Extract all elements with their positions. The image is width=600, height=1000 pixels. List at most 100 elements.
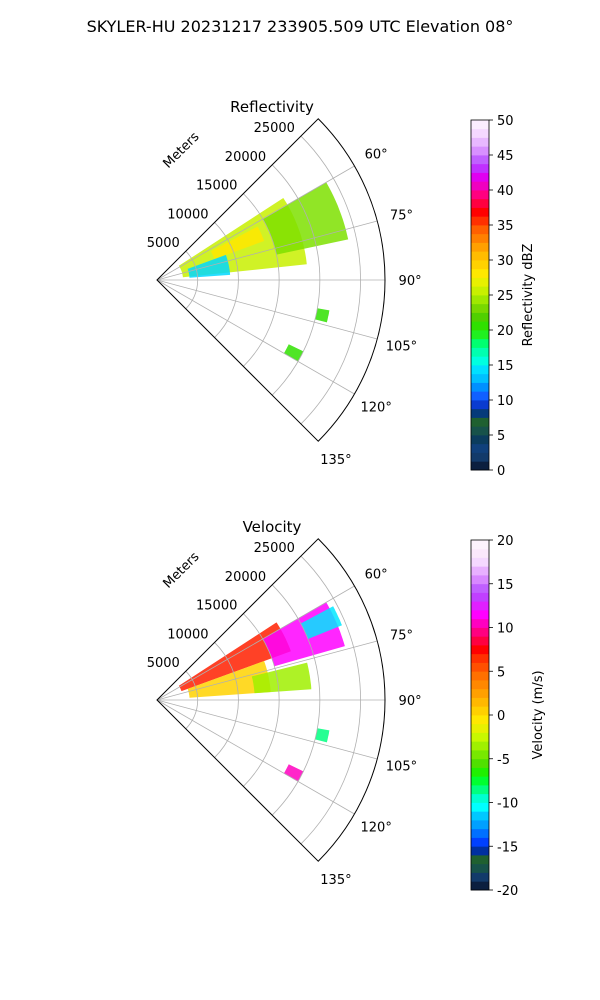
velocity-echo-area	[315, 728, 330, 743]
reflectivity-radial-unit-label: Meters	[161, 129, 203, 171]
velocity-colorbar-swatch	[471, 723, 489, 733]
reflectivity-colorbar-swatch	[471, 435, 489, 445]
reflectivity-azimuth-spoke	[156, 279, 378, 340]
reflectivity-echo-layer	[178, 182, 349, 362]
reflectivity-colorbar-swatch	[471, 382, 489, 392]
velocity-colorbar-swatch	[471, 557, 489, 567]
velocity-colorbar-swatch	[471, 828, 489, 838]
velocity-colorbar-swatch	[471, 671, 489, 681]
velocity-azimuth-tick-label: 75°	[390, 628, 413, 643]
reflectivity-colorbar-tick-label: 35	[497, 219, 514, 234]
reflectivity-colorbar-swatch	[471, 408, 489, 418]
reflectivity-colorbar: 0 5 10 15 20 25 30 35 40 45 50	[470, 114, 514, 479]
reflectivity-colorbar-swatch	[471, 207, 489, 217]
reflectivity-echo-area	[283, 344, 304, 362]
velocity-colorbar-tick-label: 5	[497, 665, 505, 680]
velocity-colorbar-swatch	[471, 627, 489, 637]
velocity-colorbar-swatch	[471, 837, 489, 847]
velocity-colorbar-swatch	[471, 601, 489, 611]
velocity-colorbar-swatch	[471, 566, 489, 576]
reflectivity-title: Reflectivity	[230, 98, 314, 116]
reflectivity-colorbar-swatch	[471, 303, 489, 313]
velocity-colorbar-swatch	[471, 732, 489, 742]
reflectivity-tick-labels: 5000 10000 15000 20000 25000 60° 75° 90° 105° 120…	[147, 121, 422, 468]
reflectivity-colorbar-swatch	[471, 172, 489, 182]
reflectivity-colorbar-swatch	[471, 312, 489, 322]
reflectivity-colorbar-swatch	[471, 443, 489, 453]
reflectivity-colorbar-tick-label: 15	[497, 359, 514, 374]
reflectivity-azimuth-tick-label: 105°	[386, 340, 417, 355]
velocity-colorbar-swatch	[471, 592, 489, 602]
reflectivity-colorbar-swatch	[471, 198, 489, 208]
reflectivity-colorbar-swatch	[471, 163, 489, 173]
velocity-radial-tick-label: 20000	[225, 570, 266, 585]
reflectivity-colorbar-swatch	[471, 268, 489, 278]
reflectivity-colorbar-swatch	[471, 181, 489, 191]
reflectivity-azimuth-spoke	[156, 165, 355, 281]
velocity-radial-tick-label: 5000	[147, 656, 180, 671]
velocity-azimuth-tick-label: 60°	[365, 567, 388, 582]
velocity-colorbar-swatch	[471, 697, 489, 707]
velocity-azimuth-spoke	[156, 585, 355, 701]
velocity-colorbar-tick-label: 15	[497, 578, 514, 593]
velocity-colorbar-swatch	[471, 750, 489, 760]
velocity-colorbar-label: Velocity (m/s)	[531, 670, 546, 759]
reflectivity-colorbar-tick-label: 50	[497, 114, 514, 129]
reflectivity-radial-tick-label: 20000	[225, 150, 266, 165]
reflectivity-colorbar-tick-label: 5	[497, 429, 505, 444]
reflectivity-colorbar-swatch	[471, 137, 489, 147]
velocity-colorbar-swatch	[471, 820, 489, 830]
velocity-echo-area	[283, 764, 304, 782]
reflectivity-radial-tick-label: 5000	[147, 236, 180, 251]
reflectivity-colorbar-swatch	[471, 452, 489, 462]
velocity-colorbar-swatch	[471, 802, 489, 812]
velocity-polar-grid	[156, 538, 386, 862]
reflectivity-colorbar-tick-label: 10	[497, 394, 514, 409]
reflectivity-colorbar-tick-label: 45	[497, 149, 514, 164]
velocity-colorbar-tick-label: 20	[497, 534, 514, 549]
reflectivity-radial-tick-label: 15000	[196, 179, 237, 194]
reflectivity-azimuth-tick-label: 120°	[361, 401, 392, 416]
reflectivity-colorbar-tick-label: 25	[497, 289, 514, 304]
reflectivity-colorbar-swatch	[471, 190, 489, 200]
reflectivity-echo-area	[210, 226, 265, 260]
reflectivity-colorbar-swatch	[471, 356, 489, 366]
reflectivity-colorbar-swatch	[471, 400, 489, 410]
velocity-colorbar-tick-label: -10	[497, 797, 518, 812]
reflectivity-radial-tick-label: 10000	[167, 207, 208, 222]
reflectivity-azimuth-spoke	[156, 279, 355, 395]
velocity-sector-frame	[156, 538, 386, 862]
reflectivity-colorbar-swatch	[471, 233, 489, 243]
velocity-colorbar-tick-label: 10	[497, 622, 514, 637]
velocity-colorbar-swatch	[471, 785, 489, 795]
velocity-colorbar-swatch	[471, 741, 489, 751]
velocity-colorbar-tick-label: 0	[497, 709, 505, 724]
velocity-colorbar-swatch	[471, 645, 489, 655]
reflectivity-colorbar-tick-label: 30	[497, 254, 514, 269]
reflectivity-colorbar-swatch	[471, 461, 489, 471]
reflectivity-colorbar-swatch	[471, 365, 489, 375]
velocity-colorbar-swatch	[471, 881, 489, 891]
velocity-colorbar-swatch	[471, 715, 489, 725]
reflectivity-echo-area	[262, 182, 349, 255]
velocity-radial-tick-label: 10000	[167, 627, 208, 642]
velocity-colorbar-swatch	[471, 653, 489, 663]
velocity-azimuth-tick-label: 135°	[320, 873, 351, 888]
velocity-azimuth-spoke	[156, 699, 355, 815]
reflectivity-colorbar-swatch	[471, 330, 489, 340]
reflectivity-colorbar-swatch	[471, 391, 489, 401]
reflectivity-colorbar-swatch	[471, 417, 489, 427]
velocity-azimuth-spoke	[156, 699, 378, 760]
reflectivity-colorbar-swatch	[471, 155, 489, 165]
velocity-colorbar-tick-label: -15	[497, 840, 518, 855]
velocity-colorbar-swatch	[471, 758, 489, 768]
velocity-azimuth-tick-label: 120°	[361, 821, 392, 836]
figure-title: SKYLER-HU 20231217 233905.509 UTC Elevat…	[87, 17, 514, 36]
reflectivity-colorbar-swatch	[471, 321, 489, 331]
reflectivity-colorbar-swatch	[471, 426, 489, 436]
reflectivity-colorbar-swatch	[471, 338, 489, 348]
reflectivity-sector-frame	[156, 118, 386, 442]
reflectivity-radial-tick-label: 25000	[254, 121, 295, 136]
reflectivity-azimuth-spoke	[156, 220, 378, 281]
